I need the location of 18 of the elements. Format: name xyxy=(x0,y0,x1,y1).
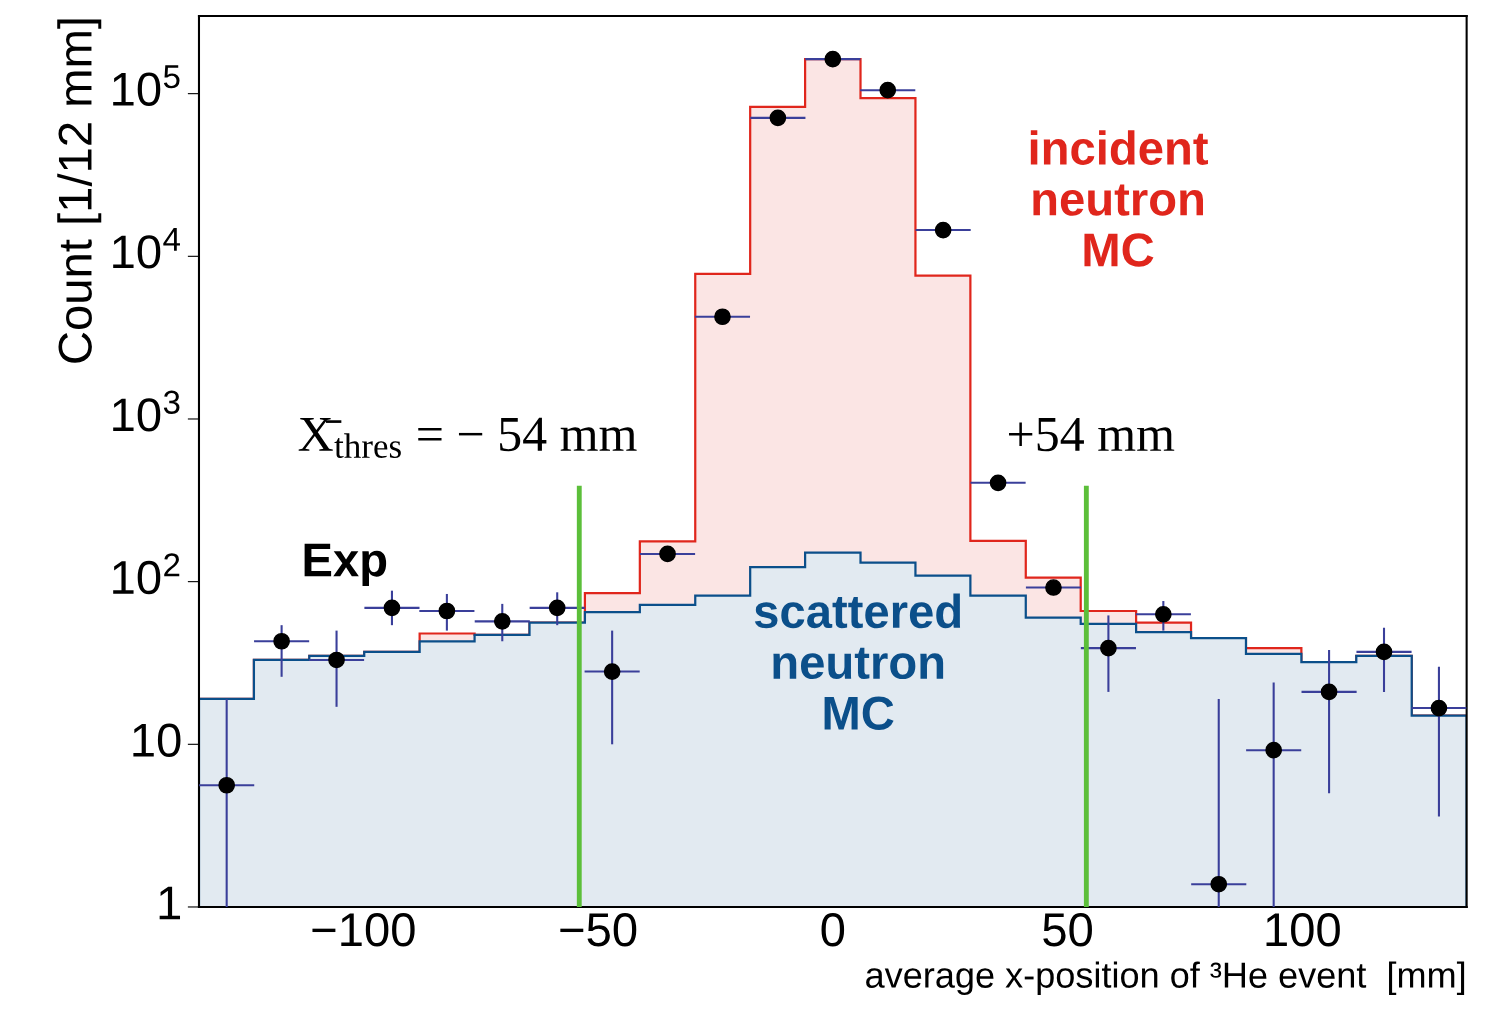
y-axis-title: Count [1/12 mm] xyxy=(57,19,102,363)
x-axis-title: average x-position of ³He event [mm] xyxy=(866,961,1465,996)
y-tick-label: 10$^{4}$ xyxy=(113,227,180,269)
y-tick-label: 10$^{3}$ xyxy=(113,390,180,432)
ref-line-label: X̄$_{thres}$ = − 54 mm xyxy=(298,417,637,458)
x-tick-label: 50 xyxy=(1043,913,1092,947)
y-tick-label: 1 xyxy=(159,886,181,920)
x-tick-label: −50 xyxy=(560,913,637,947)
y-tick-label: 10 xyxy=(133,723,181,757)
y-tick-label: 10$^{2}$ xyxy=(113,553,180,595)
x-tick-label: 100 xyxy=(1266,913,1340,947)
y-tick-label: 10$^{5}$ xyxy=(113,65,180,106)
ref-line-label: +54 mm xyxy=(1009,417,1175,452)
x-tick-label: 0 xyxy=(821,913,845,947)
series-label: Exp xyxy=(304,543,387,586)
series-label: incident neutron MC xyxy=(1030,130,1208,267)
series-label: scattered neutron MC xyxy=(754,593,961,730)
x-tick-label: −100 xyxy=(312,913,415,947)
